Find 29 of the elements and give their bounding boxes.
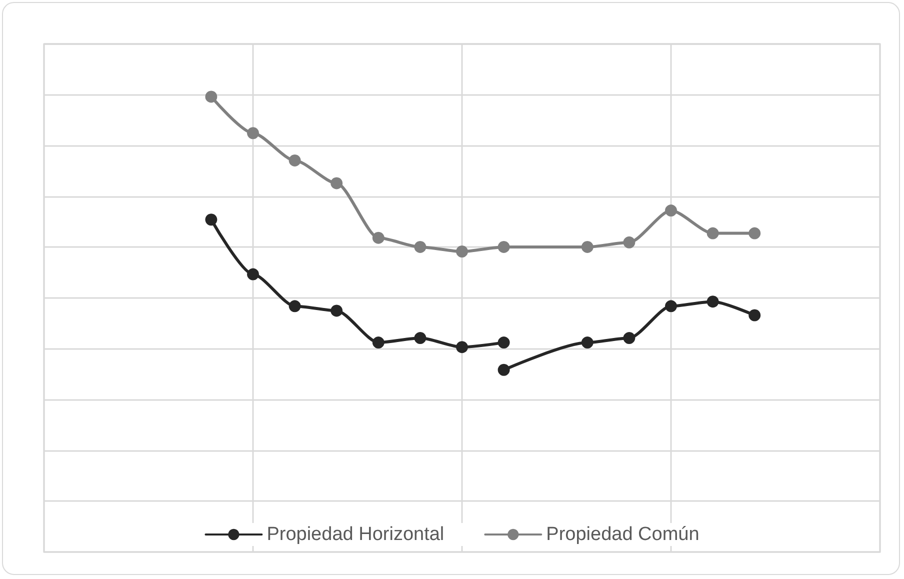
point — [623, 236, 636, 248]
point — [581, 336, 594, 349]
point — [706, 227, 719, 240]
point — [456, 341, 468, 354]
point — [665, 300, 677, 312]
point — [414, 332, 426, 344]
point — [498, 364, 510, 376]
point — [288, 300, 301, 312]
point — [330, 304, 343, 317]
point — [372, 336, 384, 349]
point — [748, 227, 761, 240]
point — [247, 268, 259, 280]
point — [623, 332, 636, 344]
point — [205, 214, 218, 226]
point — [748, 309, 761, 322]
point — [205, 90, 218, 103]
point — [288, 154, 301, 166]
point — [414, 240, 426, 253]
point — [456, 246, 468, 258]
point — [498, 240, 510, 253]
point — [372, 232, 384, 244]
point — [581, 240, 594, 253]
point — [498, 336, 510, 349]
point — [706, 296, 719, 308]
point — [665, 204, 677, 217]
legend-label: Propiedad Horizontal — [266, 524, 444, 545]
point — [330, 177, 343, 190]
legend-label: Propiedad Común — [546, 524, 700, 545]
point — [247, 127, 259, 140]
